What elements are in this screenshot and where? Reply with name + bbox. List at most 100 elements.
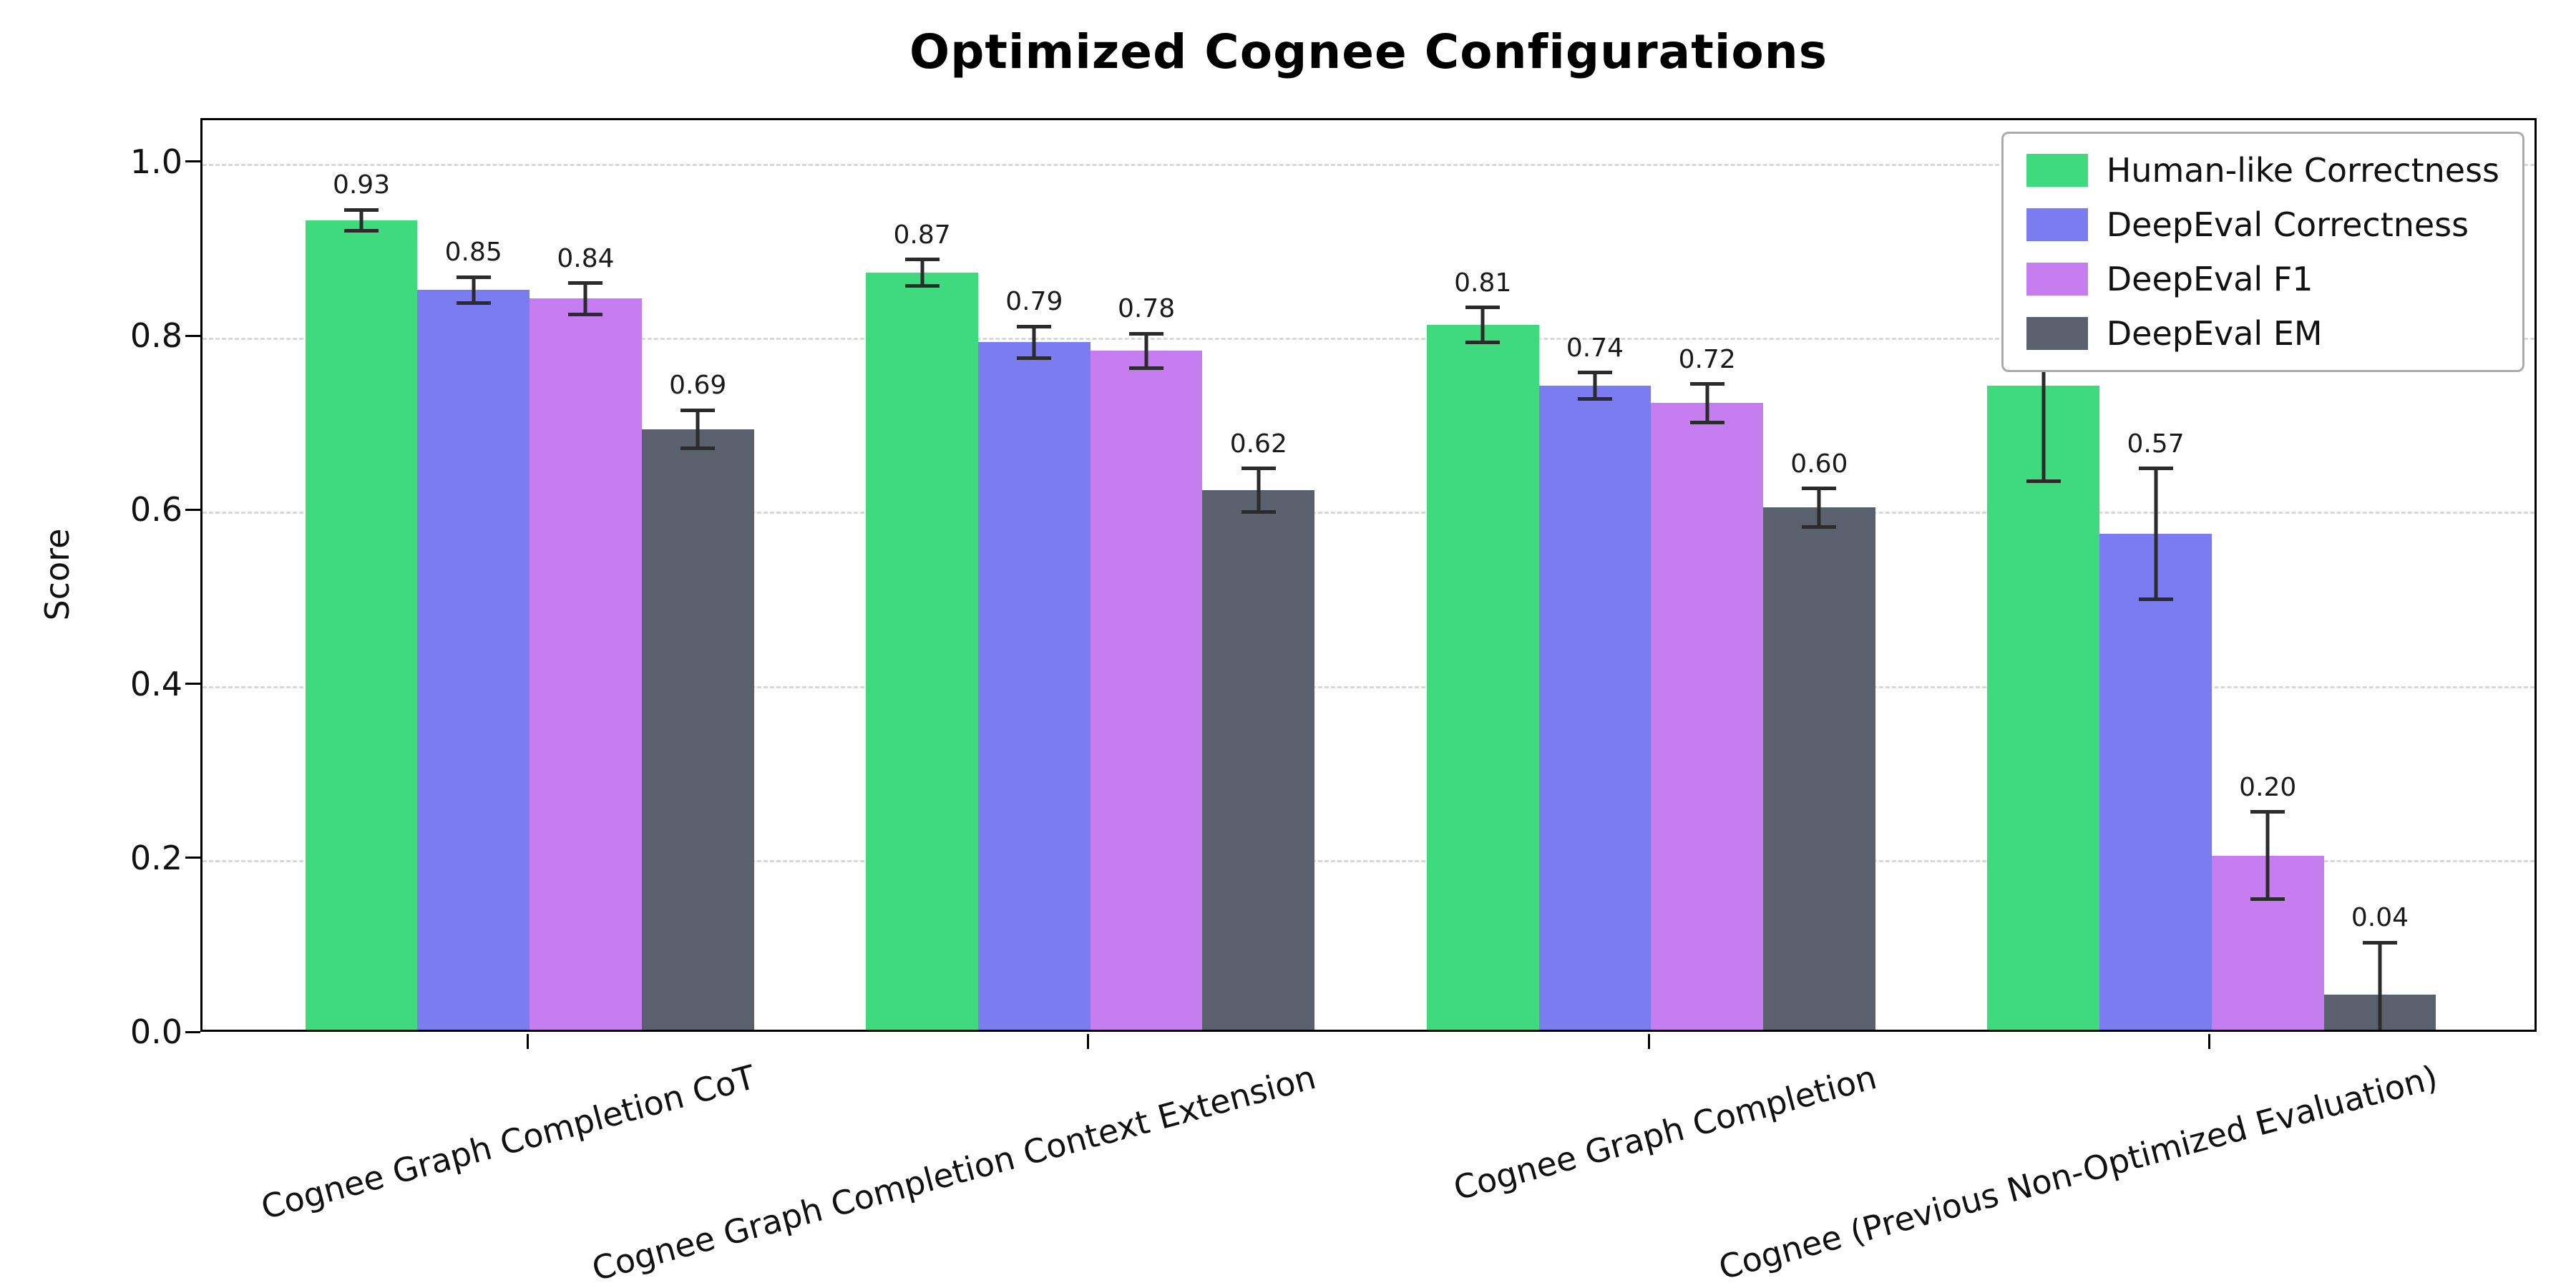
bar-deepeval-em bbox=[641, 429, 754, 1030]
error-bar bbox=[920, 259, 924, 286]
legend-label: DeepEval F1 bbox=[2106, 260, 2313, 298]
bar-value-label: 0.78 bbox=[1117, 294, 1176, 324]
x-tick-label: Cognee Graph Completion bbox=[1450, 1058, 1881, 1208]
error-bar-cap-bottom bbox=[680, 447, 716, 451]
error-bar bbox=[1032, 326, 1036, 358]
legend-item: DeepEval F1 bbox=[2026, 260, 2499, 298]
error-bar-cap-bottom bbox=[2250, 897, 2285, 902]
legend-swatch bbox=[2026, 154, 2088, 187]
y-tick-mark bbox=[185, 508, 200, 511]
bar-value-label: 0.85 bbox=[444, 238, 502, 267]
error-bar-cap-bottom bbox=[2138, 597, 2173, 601]
error-bar-cap-bottom bbox=[1689, 420, 1724, 424]
error-bar bbox=[359, 210, 364, 231]
bar-value-label: 0.04 bbox=[2351, 903, 2409, 933]
error-bar-cap-top bbox=[2362, 940, 2397, 945]
bar-deepeval-correctness bbox=[417, 290, 530, 1030]
bar-deepeval-correctness bbox=[2099, 533, 2212, 1030]
plot-area: Human-like Correctness DeepEval Correctne… bbox=[200, 118, 2537, 1032]
bar-value-label: 0.69 bbox=[669, 371, 727, 401]
x-tick-label: Cognee Graph Completion CoT bbox=[257, 1058, 760, 1227]
error-bar-cap-bottom bbox=[568, 312, 603, 316]
bar-value-label: 0.79 bbox=[1005, 287, 1063, 317]
y-tick-label: 0.4 bbox=[130, 664, 182, 703]
error-bar-cap-top bbox=[2250, 810, 2285, 814]
x-tick-mark bbox=[1647, 1034, 1650, 1049]
error-bar bbox=[2265, 811, 2270, 899]
gridline bbox=[203, 163, 2534, 166]
y-tick-mark bbox=[185, 1030, 200, 1033]
error-bar-cap-bottom bbox=[1017, 356, 1052, 360]
bar-deepeval-em bbox=[1202, 489, 1315, 1030]
y-axis-label: Score bbox=[38, 528, 77, 621]
legend-swatch bbox=[2026, 317, 2088, 350]
gridline bbox=[203, 338, 2534, 341]
error-bar bbox=[2378, 942, 2382, 1030]
bar-value-label: 0.93 bbox=[332, 170, 391, 200]
error-bar-cap-bottom bbox=[456, 301, 491, 305]
y-tick-mark bbox=[185, 857, 200, 859]
error-bar bbox=[1480, 307, 1485, 343]
error-bar-cap-top bbox=[1577, 371, 1612, 375]
bar-value-label: 0.62 bbox=[1229, 429, 1287, 459]
bar-value-label: 0.81 bbox=[1454, 268, 1512, 298]
error-bar bbox=[1144, 333, 1148, 369]
y-tick-label: 0.0 bbox=[130, 1013, 182, 1051]
error-bar-cap-bottom bbox=[344, 229, 379, 233]
legend-swatch bbox=[2026, 263, 2088, 296]
y-tick-label: 0.6 bbox=[130, 490, 182, 530]
bar-value-label: 0.57 bbox=[2127, 429, 2185, 459]
legend-swatch bbox=[2026, 208, 2088, 241]
legend: Human-like Correctness DeepEval Correctne… bbox=[2001, 132, 2524, 372]
bar-human-like-correctness bbox=[1987, 386, 2100, 1030]
error-bar bbox=[1705, 384, 1709, 423]
bar-value-label: 0.72 bbox=[1678, 344, 1736, 374]
bar-deepeval-correctness bbox=[977, 342, 1091, 1030]
error-bar bbox=[696, 410, 700, 449]
error-bar-cap-top bbox=[1689, 382, 1724, 386]
bar-value-label: 0.87 bbox=[893, 220, 951, 250]
y-tick-mark bbox=[185, 683, 200, 686]
bar-value-label: 0.60 bbox=[1790, 449, 1848, 479]
bar-value-label: 0.84 bbox=[557, 243, 615, 273]
y-tick-label: 0.2 bbox=[130, 838, 182, 877]
x-tick-mark bbox=[526, 1034, 529, 1049]
bar-deepeval-f1 bbox=[1090, 351, 1203, 1030]
bar-deepeval-em bbox=[1763, 507, 1875, 1030]
error-bar-cap-top bbox=[1465, 306, 1501, 310]
error-bar-cap-bottom bbox=[1577, 396, 1612, 401]
error-bar-cap-top bbox=[904, 258, 940, 262]
gridline bbox=[203, 859, 2534, 862]
error-bar-cap-top bbox=[344, 208, 379, 212]
y-tick-label: 1.0 bbox=[130, 142, 182, 181]
x-tick-mark bbox=[2208, 1034, 2211, 1049]
legend-label: DeepEval Correctness bbox=[2106, 205, 2469, 244]
error-bar-cap-bottom bbox=[1129, 366, 1164, 371]
legend-item: DeepEval EM bbox=[2026, 314, 2499, 353]
error-bar-cap-bottom bbox=[904, 283, 940, 288]
error-bar-cap-top bbox=[1129, 331, 1164, 336]
legend-label: DeepEval EM bbox=[2106, 314, 2323, 353]
error-bar-cap-top bbox=[2138, 467, 2173, 471]
error-bar bbox=[2041, 290, 2046, 482]
bar-deepeval-f1 bbox=[1651, 403, 1764, 1030]
error-bar bbox=[1817, 488, 1821, 527]
error-bar-cap-bottom bbox=[1465, 340, 1501, 344]
error-bar-cap-top bbox=[1017, 324, 1052, 328]
bar-deepeval-f1 bbox=[530, 298, 642, 1030]
error-bar bbox=[472, 277, 476, 303]
legend-item: Human-like Correctness bbox=[2026, 151, 2499, 190]
error-bar-cap-top bbox=[1802, 487, 1837, 491]
legend-item: DeepEval Correctness bbox=[2026, 205, 2499, 244]
y-tick-label: 0.8 bbox=[130, 316, 182, 356]
gridline bbox=[203, 512, 2534, 514]
y-tick-mark bbox=[185, 334, 200, 337]
bar-value-label: 0.74 bbox=[1566, 333, 1624, 363]
gridline bbox=[203, 686, 2534, 688]
error-bar bbox=[2154, 468, 2158, 599]
error-bar-cap-bottom bbox=[1241, 509, 1276, 514]
bar-deepeval-correctness bbox=[1538, 386, 1652, 1030]
x-tick-mark bbox=[1087, 1034, 1090, 1049]
chart-title: Optimized Cognee Configurations bbox=[909, 24, 1828, 79]
